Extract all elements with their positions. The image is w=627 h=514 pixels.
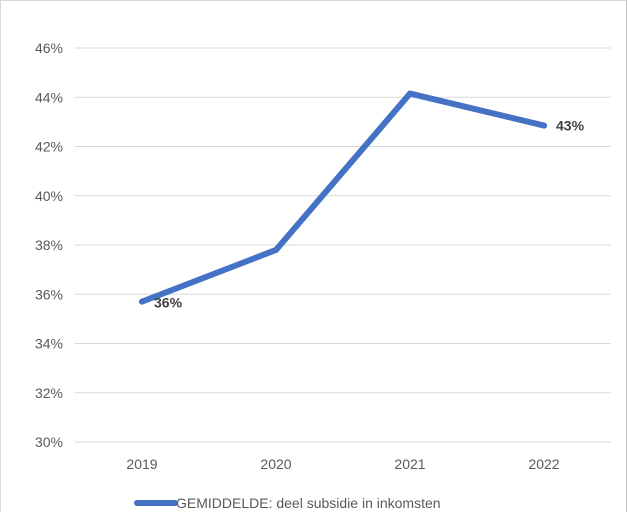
data-point bbox=[407, 90, 413, 97]
y-tick-label: 42% bbox=[35, 139, 63, 155]
y-tick-label: 36% bbox=[35, 286, 63, 302]
data-point bbox=[139, 298, 145, 305]
gridlines bbox=[75, 47, 611, 443]
y-tick-label: 32% bbox=[35, 385, 63, 401]
y-axis-ticks: 30% 32% 34% 36% 38% 40% 42% 44% 46% bbox=[35, 40, 63, 450]
y-tick-label: 34% bbox=[35, 336, 63, 352]
x-tick-label: 2021 bbox=[394, 456, 425, 472]
x-tick-label: 2019 bbox=[126, 456, 157, 472]
y-tick-label: 44% bbox=[35, 89, 63, 105]
y-tick-label: 40% bbox=[35, 188, 63, 204]
x-tick-label: 2020 bbox=[260, 456, 291, 472]
series-line bbox=[139, 90, 547, 305]
data-labels: 36% 43% bbox=[154, 118, 585, 311]
y-tick-label: 46% bbox=[35, 40, 63, 56]
x-axis-ticks: 2019 2020 2021 2022 bbox=[126, 456, 559, 472]
y-tick-label: 38% bbox=[35, 237, 63, 253]
legend: GEMIDDELDE: deel subsidie in inkomsten bbox=[134, 495, 441, 511]
y-tick-label: 30% bbox=[35, 434, 63, 450]
data-point bbox=[273, 246, 279, 253]
x-tick-label: 2022 bbox=[528, 456, 559, 472]
legend-label: GEMIDDELDE: deel subsidie in inkomsten bbox=[176, 495, 441, 511]
data-point bbox=[541, 122, 547, 129]
data-label: 36% bbox=[154, 295, 183, 311]
data-label: 43% bbox=[556, 118, 585, 134]
series-lines bbox=[139, 90, 547, 305]
